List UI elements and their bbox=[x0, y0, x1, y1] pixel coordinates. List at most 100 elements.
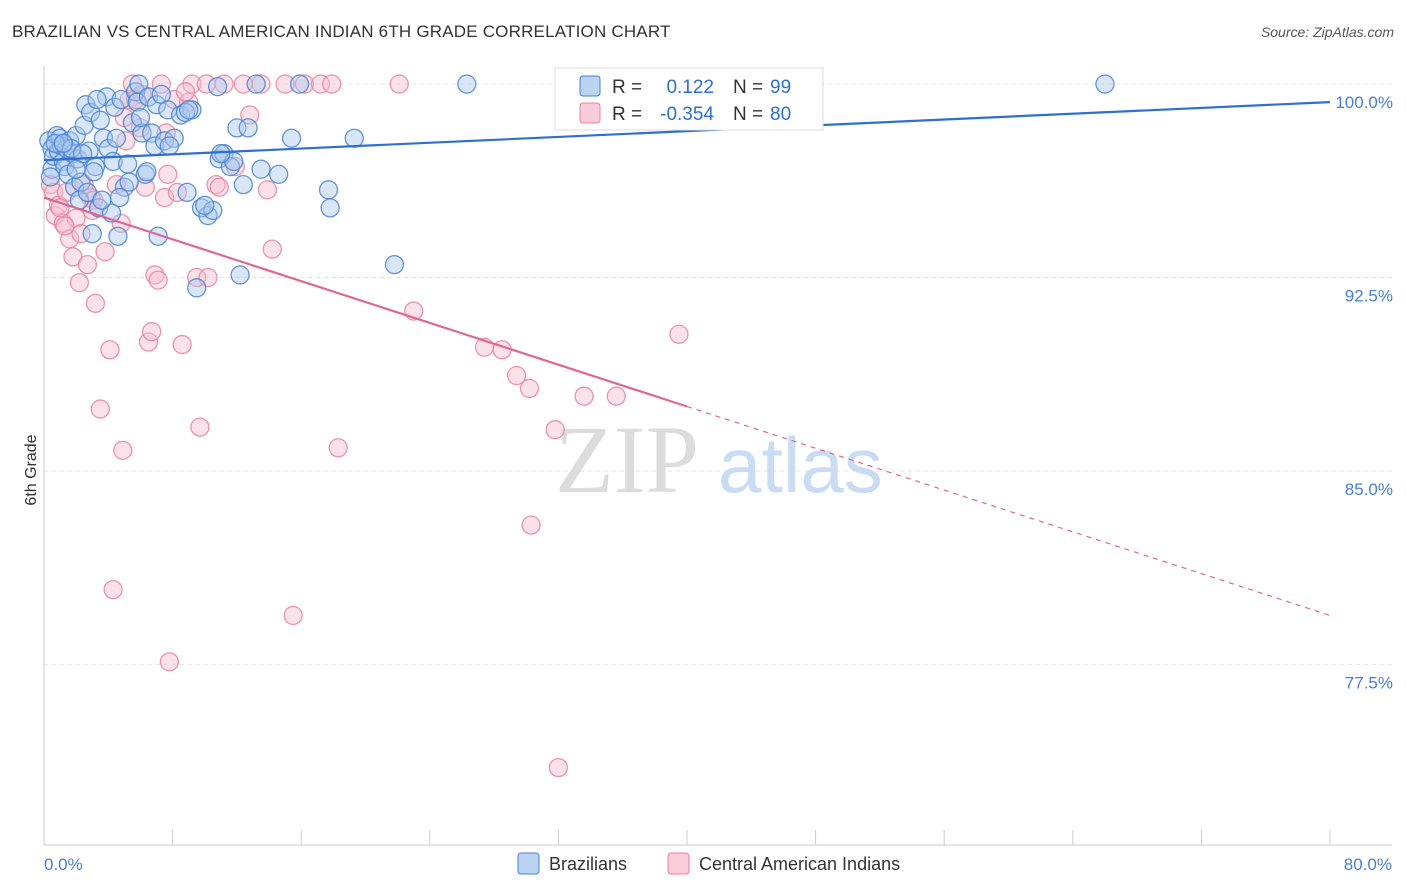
point-central-american-indian bbox=[606, 386, 626, 406]
point-brazilian bbox=[66, 159, 86, 179]
chart-title: BRAZILIAN VS CENTRAL AMERICAN INDIAN 6TH… bbox=[12, 22, 671, 41]
point-brazilian bbox=[187, 278, 207, 298]
point-brazilian bbox=[40, 167, 61, 187]
point-central-american-indian bbox=[100, 340, 120, 360]
point-central-american-indian bbox=[328, 438, 348, 458]
point-central-american-indian bbox=[294, 74, 315, 94]
point-brazilian bbox=[129, 74, 149, 94]
point-brazilian bbox=[1095, 74, 1115, 94]
point-brazilian bbox=[233, 175, 253, 195]
point-central-american-indian bbox=[209, 177, 229, 197]
point-central-american-indian bbox=[103, 579, 123, 600]
point-brazilian bbox=[90, 110, 110, 130]
watermark: ZIP atlas bbox=[555, 406, 883, 513]
points-brazilians bbox=[39, 74, 1115, 298]
point-brazilian bbox=[177, 182, 197, 203]
point-brazilian bbox=[195, 195, 215, 215]
point-brazilian bbox=[269, 164, 289, 184]
stats-r-value-blue: 0.122 bbox=[666, 77, 714, 98]
point-central-american-indian bbox=[113, 440, 133, 460]
legend-swatch-central-american-indians bbox=[667, 852, 690, 875]
point-brazilian bbox=[87, 89, 107, 110]
legend: Brazilians Central American Indians bbox=[517, 852, 900, 875]
point-central-american-indian bbox=[175, 82, 196, 102]
point-central-american-indian bbox=[257, 180, 278, 200]
point-central-american-indian bbox=[322, 74, 342, 94]
trend-line-central-american-indians bbox=[43, 196, 688, 408]
point-central-american-indian bbox=[262, 239, 282, 259]
point-brazilian bbox=[384, 254, 405, 275]
x-tick-labels: 0.0% 80.0% bbox=[44, 855, 1392, 874]
chart-source: Source: ZipAtlas.com bbox=[1260, 24, 1394, 40]
y-tick-label: 100.0% bbox=[1335, 93, 1393, 112]
point-central-american-indian bbox=[283, 605, 303, 626]
point-central-american-indian bbox=[669, 324, 689, 344]
stats-n-value-pink: 80 bbox=[770, 104, 791, 125]
point-brazilian bbox=[246, 74, 266, 94]
point-brazilian bbox=[320, 198, 340, 218]
point-brazilian bbox=[175, 102, 196, 123]
point-central-american-indian bbox=[521, 515, 541, 535]
stats-r-label-pink: R = bbox=[612, 104, 642, 125]
point-central-american-indian bbox=[142, 322, 162, 342]
point-brazilian bbox=[105, 97, 125, 117]
x-tick-label: 80.0% bbox=[1344, 855, 1392, 874]
y-tick-labels: 100.0% 92.5% 85.0% 77.5% bbox=[1335, 93, 1393, 692]
point-brazilian bbox=[207, 76, 228, 97]
point-brazilian bbox=[289, 74, 310, 94]
point-central-american-indian bbox=[90, 399, 110, 419]
stats-n-value-blue: 99 bbox=[770, 77, 791, 98]
point-central-american-indian bbox=[275, 74, 295, 94]
point-central-american-indian bbox=[77, 254, 98, 275]
stats-swatch-pink bbox=[579, 102, 601, 124]
point-central-american-indian bbox=[159, 652, 180, 672]
point-brazilian bbox=[220, 156, 241, 177]
trend-line-brazilians bbox=[43, 101, 1331, 162]
point-central-american-indian bbox=[148, 270, 168, 290]
point-brazilian bbox=[108, 226, 128, 246]
point-brazilian bbox=[84, 162, 104, 182]
point-central-american-indian bbox=[95, 242, 115, 262]
point-brazilian bbox=[318, 180, 339, 200]
point-brazilian bbox=[457, 74, 477, 94]
point-central-american-indian bbox=[545, 420, 565, 440]
point-brazilian bbox=[117, 154, 138, 174]
point-central-american-indian bbox=[55, 216, 75, 236]
point-central-american-indian bbox=[182, 74, 202, 94]
point-central-american-indian bbox=[145, 265, 165, 285]
point-central-american-indian bbox=[85, 293, 106, 313]
point-central-american-indian bbox=[519, 378, 540, 399]
point-central-american-indian bbox=[190, 417, 210, 437]
point-brazilian bbox=[109, 187, 130, 208]
y-tick-label: 92.5% bbox=[1345, 287, 1393, 306]
point-central-american-indian bbox=[574, 386, 594, 406]
point-brazilian bbox=[344, 128, 364, 148]
point-brazilian bbox=[251, 159, 271, 179]
point-brazilian bbox=[146, 95, 167, 115]
point-central-american-indian bbox=[548, 757, 569, 778]
point-brazilian bbox=[119, 172, 139, 192]
point-brazilian bbox=[92, 190, 112, 210]
point-brazilian bbox=[191, 198, 212, 218]
legend-label-brazilians: Brazilians bbox=[549, 854, 627, 874]
stats-r-label-blue: R = bbox=[612, 77, 642, 98]
point-central-american-indian bbox=[506, 365, 527, 386]
point-central-american-indian bbox=[69, 273, 90, 293]
point-central-american-indian bbox=[310, 74, 331, 94]
legend-swatch-brazilians bbox=[517, 852, 540, 875]
point-brazilian bbox=[179, 100, 199, 120]
y-tick-label: 77.5% bbox=[1345, 673, 1393, 692]
watermark-zip: ZIP bbox=[555, 406, 699, 513]
point-central-american-indian bbox=[172, 334, 192, 355]
x-tick-label: 0.0% bbox=[44, 855, 83, 874]
point-brazilian bbox=[106, 128, 126, 148]
point-central-american-indian bbox=[158, 164, 178, 184]
point-central-american-indian bbox=[71, 224, 91, 244]
point-brazilian bbox=[230, 265, 250, 285]
point-brazilian bbox=[148, 226, 168, 246]
point-central-american-indian bbox=[187, 267, 207, 288]
stats-swatch-blue bbox=[579, 75, 601, 97]
point-brazilian bbox=[137, 162, 157, 182]
gridlines bbox=[44, 83, 1392, 665]
